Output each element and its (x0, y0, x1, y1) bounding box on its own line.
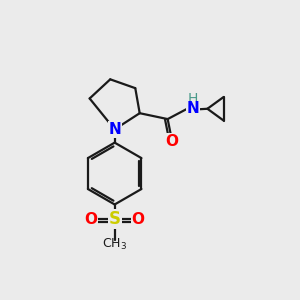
Text: CH$_3$: CH$_3$ (102, 237, 127, 252)
Text: N: N (186, 101, 199, 116)
Text: O: O (85, 212, 98, 227)
Text: S: S (109, 210, 121, 228)
Text: O: O (166, 134, 178, 149)
Text: O: O (132, 212, 145, 227)
Text: H: H (188, 92, 198, 106)
Text: N: N (108, 122, 121, 137)
